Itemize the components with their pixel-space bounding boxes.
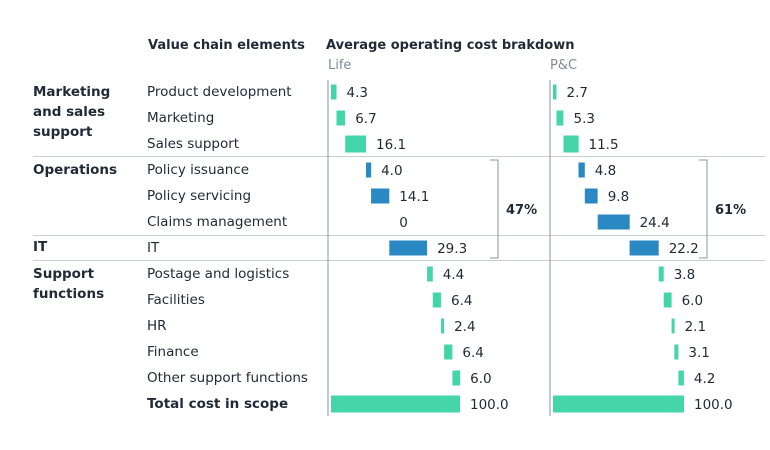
value-label-1-1: 5.3	[574, 111, 595, 127]
element-label-10: Finance	[147, 344, 199, 360]
element-label-7: Postage and logistics	[147, 266, 290, 282]
bar-0-0	[331, 84, 337, 100]
value-label-0-1: 6.7	[355, 111, 376, 127]
bar-0-11	[452, 370, 461, 386]
value-label-0-0: 4.3	[347, 85, 368, 101]
value-label-1-6: 22.2	[669, 241, 699, 257]
value-label-1-2: 11.5	[589, 137, 619, 153]
group-label-support: Support functions	[33, 266, 105, 302]
value-label-0-12: 100.0	[470, 397, 509, 413]
value-label-1-0: 2.7	[567, 85, 588, 101]
bar-1-9	[671, 318, 675, 334]
element-label-1: Marketing	[147, 110, 215, 126]
value-label-0-4: 14.1	[399, 189, 429, 205]
bracket-0	[490, 159, 499, 259]
bar-0-6	[389, 240, 428, 256]
bar-1-3	[578, 162, 585, 178]
bar-0-12	[331, 395, 460, 413]
value-label-1-9: 2.1	[685, 319, 706, 335]
value-label-0-3: 4.0	[381, 163, 402, 179]
bar-1-2	[563, 135, 579, 153]
elements-header: Value chain elements	[148, 38, 305, 53]
element-label-2: Sales support	[147, 136, 240, 152]
element-label-6: IT	[147, 240, 160, 256]
bar-0-4	[371, 188, 390, 204]
value-label-0-7: 4.4	[443, 267, 464, 283]
group-label-operations: Operations	[33, 162, 118, 178]
bar-0-1	[336, 110, 346, 126]
element-label-0: Product development	[147, 84, 292, 100]
value-label-0-8: 6.4	[451, 293, 472, 309]
bar-0-8	[432, 292, 442, 308]
bracket-1	[699, 159, 708, 259]
bar-0-2	[345, 135, 366, 153]
bar-1-11	[678, 370, 684, 386]
value-label-0-11: 6.0	[470, 371, 491, 387]
bar-0-7	[427, 266, 433, 282]
value-label-1-5: 24.4	[640, 215, 670, 231]
bar-1-4	[584, 188, 598, 204]
value-label-1-10: 3.1	[688, 345, 709, 361]
value-label-1-7: 3.8	[674, 267, 695, 283]
bar-1-8	[663, 292, 672, 308]
value-label-0-5: 0	[399, 215, 408, 231]
bar-1-12	[553, 395, 684, 413]
bar-1-5	[597, 214, 630, 230]
group-label-it: IT	[33, 239, 48, 255]
bar-1-1	[556, 110, 564, 126]
value-label-1-11: 4.2	[694, 371, 715, 387]
separator-support	[33, 260, 765, 261]
element-label-8: Facilities	[147, 292, 205, 308]
element-label-4: Policy servicing	[147, 188, 252, 204]
chart-title: Average operating cost brakdown	[326, 38, 575, 53]
value-label-0-6: 29.3	[437, 241, 467, 257]
bar-1-6	[629, 240, 659, 256]
bar-1-0	[553, 84, 557, 100]
value-label-1-8: 6.0	[682, 293, 703, 309]
pc-subheader: P&C	[550, 58, 578, 73]
element-label-12: Total cost in scope	[147, 396, 289, 412]
bar-1-7	[658, 266, 664, 282]
value-label-0-9: 2.4	[454, 319, 475, 335]
bar-0-9	[441, 318, 445, 334]
value-label-1-4: 9.8	[608, 189, 629, 205]
bar-0-10	[444, 344, 453, 360]
bracket-label-0: 47%	[506, 203, 537, 218]
life-subheader: Life	[328, 58, 352, 73]
separator-it	[33, 235, 765, 236]
element-label-5: Claims management	[147, 214, 288, 230]
value-label-0-2: 16.1	[376, 137, 406, 153]
bracket-label-1: 61%	[715, 203, 746, 218]
bar-0-3	[366, 162, 372, 178]
element-label-11: Other support functions	[147, 370, 308, 386]
element-label-9: HR	[147, 318, 167, 334]
element-label-3: Policy issuance	[147, 162, 250, 178]
group-label-marketing: Marketing and sales support	[33, 84, 111, 140]
value-label-0-10: 6.4	[462, 345, 483, 361]
bar-1-10	[674, 344, 679, 360]
value-label-1-12: 100.0	[694, 397, 733, 413]
value-label-1-3: 4.8	[595, 163, 616, 179]
separator-operations	[33, 156, 765, 157]
